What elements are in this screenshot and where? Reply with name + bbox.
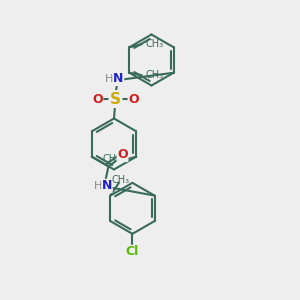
Text: CH₃: CH₃	[145, 70, 163, 80]
Text: O: O	[92, 92, 103, 106]
Text: H: H	[94, 181, 102, 191]
Text: O: O	[117, 148, 128, 161]
Text: O: O	[128, 92, 139, 106]
Text: S: S	[110, 92, 121, 106]
Text: N: N	[113, 72, 124, 86]
Text: CH₃: CH₃	[111, 175, 129, 185]
Text: CH₃: CH₃	[102, 154, 120, 164]
Text: CH₃: CH₃	[145, 39, 163, 49]
Text: H: H	[105, 74, 114, 84]
Text: N: N	[102, 179, 112, 192]
Text: Cl: Cl	[126, 245, 139, 258]
